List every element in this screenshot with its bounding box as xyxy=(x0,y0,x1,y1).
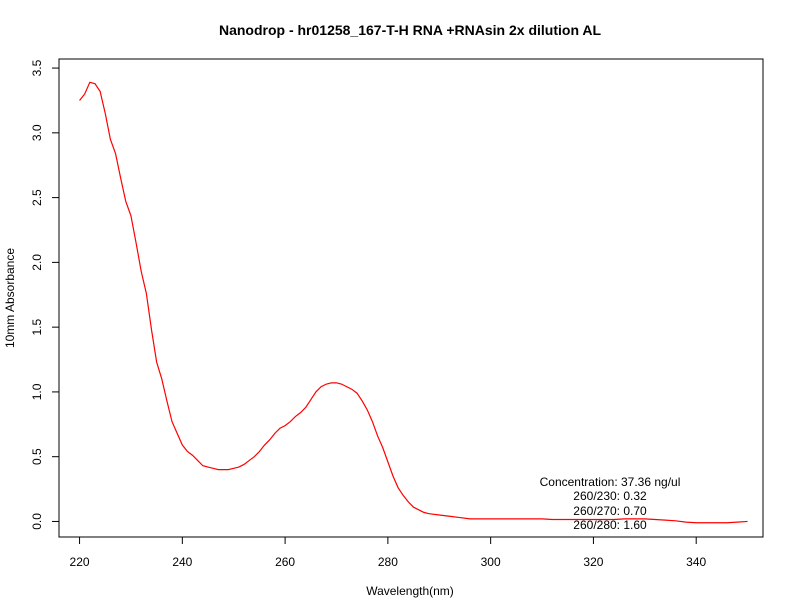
concentration-text: Concentration: 37.36 ng/ul xyxy=(540,475,681,489)
y-tick-label: 2.0 xyxy=(30,254,44,271)
chart-title: Nanodrop - hr01258_167-T-H RNA +RNAsin 2… xyxy=(219,22,602,38)
x-tick-label: 260 xyxy=(275,555,295,569)
x-tick-label: 320 xyxy=(583,555,603,569)
x-tick-label: 220 xyxy=(70,555,90,569)
y-axis: 0.0 0.5 1.0 1.5 2.0 2.5 3.0 3.5 xyxy=(30,59,60,530)
y-tick-label: 0.5 xyxy=(30,448,44,465)
y-tick-label: 0.0 xyxy=(30,513,44,530)
x-axis: 220 240 260 280 300 320 340 xyxy=(70,536,707,569)
x-tick-label: 240 xyxy=(172,555,192,569)
x-axis-label: Wavelength(nm) xyxy=(366,584,454,598)
plot-frame xyxy=(58,58,764,538)
absorbance-series-line xyxy=(79,81,748,524)
stats-annotation: Concentration: 37.36 ng/ul 260/230: 0.32… xyxy=(540,475,681,532)
y-tick-label: 1.0 xyxy=(30,383,44,400)
x-tick-label: 300 xyxy=(481,555,501,569)
ratio-260-280-text: 260/280: 1.60 xyxy=(573,518,647,532)
ratio-260-230-text: 260/230: 0.32 xyxy=(573,489,647,503)
y-axis-label: 10mm Absorbance xyxy=(3,248,17,348)
x-tick-label: 340 xyxy=(686,555,706,569)
ratio-260-270-text: 260/270: 0.70 xyxy=(573,504,647,518)
y-tick-label: 3.0 xyxy=(30,124,44,141)
x-tick-label: 280 xyxy=(378,555,398,569)
y-tick-label: 1.5 xyxy=(30,318,44,335)
y-tick-label: 3.5 xyxy=(30,59,44,76)
y-tick-label: 2.5 xyxy=(30,189,44,206)
